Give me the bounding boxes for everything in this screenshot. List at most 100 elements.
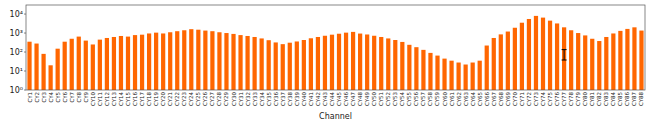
x-tick-label: CY5 — [55, 92, 61, 103]
bar — [98, 40, 102, 90]
x-tick-label: CY25 — [195, 92, 201, 107]
x-tick-label: CY77 — [561, 92, 567, 107]
bar — [77, 37, 81, 90]
bar — [182, 30, 186, 90]
x-tick-label: CY85 — [617, 92, 623, 107]
x-tick-label: CY20 — [160, 92, 166, 107]
x-tick-label: CY54 — [399, 92, 405, 107]
x-tick-label: CY87 — [631, 92, 637, 107]
bar — [407, 45, 411, 90]
x-tick-label: CY81 — [589, 92, 595, 106]
x-tick-label: CY7 — [69, 92, 75, 103]
bar — [421, 50, 425, 90]
bar — [449, 61, 453, 90]
bar — [274, 42, 278, 90]
bar — [281, 44, 285, 90]
x-tick-label: CY9 — [83, 92, 89, 103]
x-tick-label: CY36 — [273, 92, 279, 107]
x-tick-label: CY52 — [385, 92, 391, 106]
y-tick — [24, 52, 26, 53]
x-tick-label: CY23 — [181, 92, 187, 107]
bar — [196, 30, 200, 90]
bar — [611, 33, 615, 90]
bar — [464, 65, 468, 90]
x-tick-label: CY27 — [209, 92, 215, 107]
x-tick-label: CY53 — [392, 92, 398, 107]
y-tick — [24, 90, 26, 91]
bar — [632, 27, 636, 90]
bar — [583, 35, 587, 90]
bar — [224, 33, 228, 90]
x-tick-label: CY66 — [484, 92, 490, 107]
bar — [506, 32, 510, 90]
bar — [485, 46, 489, 90]
bar — [400, 42, 404, 90]
bar — [189, 29, 193, 90]
bar — [548, 21, 552, 90]
bar — [295, 41, 299, 90]
bar — [492, 38, 496, 90]
bar — [238, 35, 242, 90]
bar — [112, 37, 116, 90]
x-tick-label: CY45 — [336, 92, 342, 107]
bar — [358, 34, 362, 90]
x-tick-label: CY78 — [568, 92, 574, 107]
x-tick-label: CY42 — [315, 92, 321, 106]
x-tick-label: CY72 — [526, 92, 532, 106]
bar — [245, 36, 249, 90]
x-tick-label: CY74 — [540, 92, 546, 107]
bar — [435, 56, 439, 90]
error-bar-line — [564, 50, 565, 60]
x-tick-label: CY47 — [350, 92, 356, 107]
x-tick-label: CY65 — [477, 92, 483, 107]
bar — [309, 38, 313, 90]
bar — [27, 42, 31, 90]
bar — [168, 32, 172, 90]
bar — [210, 31, 214, 90]
x-tick-label: CY88 — [638, 92, 644, 107]
y-tick-label: 10¹ — [10, 67, 23, 76]
x-tick-label: CY83 — [603, 92, 609, 107]
bar — [41, 54, 45, 90]
bar — [471, 63, 475, 90]
plot-area — [27, 16, 643, 90]
plot-frame — [26, 5, 645, 90]
x-tick-label: CY1 — [27, 92, 33, 103]
x-tick-label: CY13 — [111, 92, 117, 107]
bar — [499, 34, 503, 90]
bar — [639, 31, 643, 90]
y-tick-label: 10⁰ — [10, 86, 23, 95]
x-tick-label: CY4 — [48, 92, 54, 103]
x-axis-label: Channel — [319, 112, 352, 121]
y-tick-label: 10³ — [10, 29, 23, 38]
x-tick-label: CY71 — [519, 92, 525, 106]
x-tick-label: CY24 — [188, 92, 194, 107]
x-tick-label: CY2 — [34, 92, 40, 103]
x-tick-label: CY10 — [90, 92, 96, 107]
bar — [365, 34, 369, 90]
bar — [534, 16, 538, 90]
x-tick-label: CY59 — [434, 92, 440, 107]
x-tick-label: CY16 — [132, 92, 138, 107]
x-tick-label: CY51 — [378, 92, 384, 106]
bar — [133, 35, 137, 90]
bar — [147, 33, 151, 90]
x-tick-label: CY56 — [413, 92, 419, 107]
x-tick-label: CY64 — [470, 92, 476, 107]
x-tick-label: CY32 — [245, 92, 251, 106]
x-tick-label: CY86 — [624, 92, 630, 107]
error-bar-cap — [562, 49, 567, 50]
x-tick-label: CY37 — [280, 92, 286, 107]
bar — [217, 32, 221, 90]
bar — [288, 43, 292, 90]
bar — [372, 36, 376, 90]
x-tick-label: CY31 — [238, 92, 244, 106]
x-tick-label: CY82 — [596, 92, 602, 106]
bar — [456, 63, 460, 90]
bar — [34, 44, 38, 90]
bar — [260, 38, 264, 90]
x-tick-label: CY26 — [202, 92, 208, 107]
y-tick — [24, 33, 26, 34]
x-tick-label: CY41 — [308, 92, 314, 106]
bar — [604, 37, 608, 90]
